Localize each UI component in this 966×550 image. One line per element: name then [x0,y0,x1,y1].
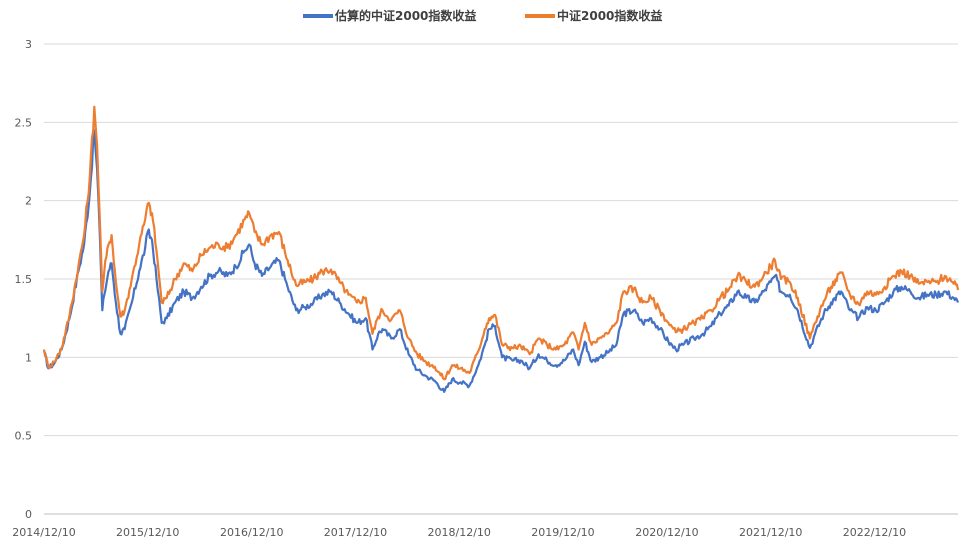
y-tick-label: 2.5 [15,116,33,129]
x-tick-label: 2020/12/10 [635,526,698,539]
y-tick-label: 0.5 [15,430,33,443]
x-tick-label: 2021/12/10 [739,526,802,539]
series-line-2 [42,105,960,381]
x-tick-label: 2014/12/10 [12,526,75,539]
y-tick-label: 1 [25,351,32,364]
y-tick-label: 2 [25,195,32,208]
x-tick-label: 2016/12/10 [220,526,283,539]
y-axis-ticks: 0 0.5 1 1.5 2 2.5 3 [15,38,33,521]
legend: 估算的中证2000指数收益 中证2000指数收益 [303,8,662,23]
legend-label-series-2: 中证2000指数收益 [557,8,662,23]
x-tick-label: 2017/12/10 [324,526,387,539]
y-tick-label: 3 [25,38,32,51]
x-axis-ticks: 2014/12/10 2015/12/10 2016/12/10 2017/12/10… [12,526,906,539]
series-lines [42,105,960,393]
legend-label-series-1: 估算的中证2000指数收益 [334,8,476,23]
series-line-1 [43,129,960,393]
gridlines [44,43,958,515]
x-tick-label: 2022/12/10 [843,526,906,539]
x-tick-label: 2015/12/10 [116,526,179,539]
x-tick-label: 2019/12/10 [531,526,594,539]
y-tick-label: 1.5 [15,273,33,286]
y-tick-label: 0 [25,508,32,521]
x-tick-label: 2018/12/10 [428,526,491,539]
